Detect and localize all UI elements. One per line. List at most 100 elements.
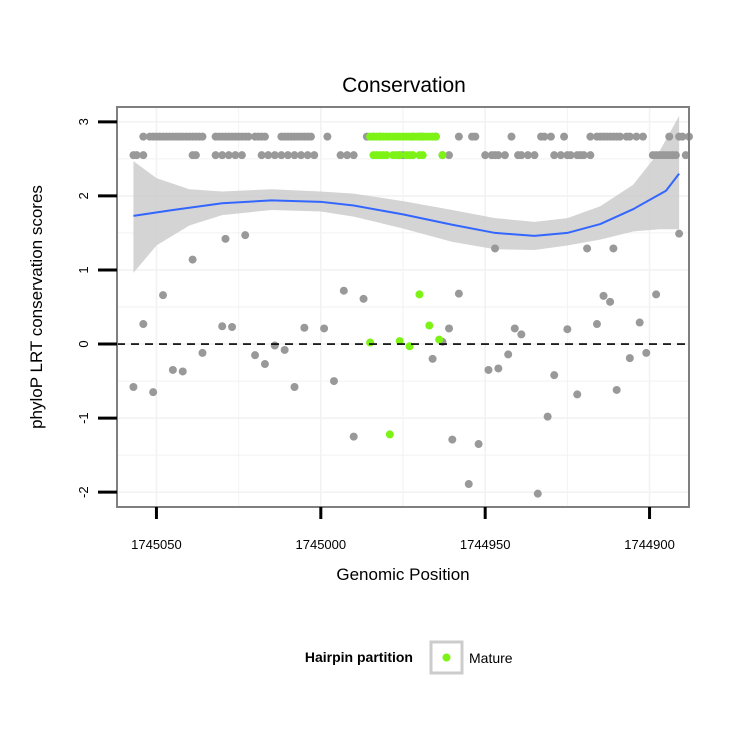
data-point [454,132,463,141]
data-point [132,151,141,160]
data-point [448,435,457,444]
data-point [507,132,516,141]
chart-title: Conservation [342,74,466,97]
data-point [599,291,608,300]
x-axis-title: Genomic Position [336,565,469,584]
data-point [652,290,661,299]
y-axis-title: phyloP LRT conservation scores [27,185,46,429]
data-point [270,151,279,160]
data-point [510,324,519,333]
data-point [280,345,289,354]
data-point [556,151,565,160]
data-point [218,151,227,160]
data-point [277,151,286,160]
data-point [530,151,539,160]
data-point [283,151,292,160]
data-point [517,151,526,160]
data-point [445,151,454,160]
mature-point [418,151,427,160]
data-point [592,320,601,329]
data-point [454,289,463,298]
data-point [638,132,647,141]
data-point [257,151,266,160]
data-point [290,383,299,391]
data-point [546,132,555,141]
data-point [241,231,250,240]
mature-points [366,132,447,439]
legend-key-mature-dot [442,653,451,662]
data-point [665,132,674,141]
y-tick-label: -2 [76,486,91,498]
data-point [445,324,454,333]
data-point [300,323,309,332]
y-tick-label: 0 [76,340,91,347]
data-point [494,364,503,373]
y-tick-label: 1 [76,266,91,273]
data-point [159,291,168,300]
data-point [550,371,559,380]
legend-title: Hairpin partition [305,649,413,665]
plot-panel-border [116,106,690,508]
data-point [264,151,273,160]
data-point [543,412,552,421]
data-point [504,350,513,359]
data-point [191,151,200,160]
data-point [349,151,358,160]
data-point [198,348,207,357]
data-point [303,151,312,160]
mature-point [435,335,444,344]
data-point [533,489,542,498]
data-point [139,151,148,160]
data-point [306,132,315,141]
data-point [339,286,348,295]
data-point [139,320,148,329]
y-tick-label: 3 [76,118,91,125]
y-tick-label: -1 [76,412,91,424]
x-tick-label: 1745000 [296,537,347,552]
data-point [671,151,680,160]
data-point [612,385,621,394]
mature-point [415,290,424,299]
data-point [474,440,483,449]
data-point [221,234,230,243]
data-point [260,360,269,369]
data-point [329,377,338,386]
data-point [517,330,526,339]
data-point [428,354,437,363]
data-point [320,324,329,333]
data-point [675,229,684,238]
data-point [149,388,158,397]
data-point [579,151,588,160]
data-point [678,132,687,141]
mature-point [366,338,375,347]
data-point [484,365,493,374]
mature-point [438,151,447,160]
data-point [260,132,269,141]
data-point [494,151,503,160]
data-point [168,365,177,374]
data-point [139,132,148,141]
data-point [359,294,368,303]
smooth-line [133,173,680,237]
legend-label-mature: Mature [469,650,513,666]
data-point [635,318,644,327]
data-point [297,151,306,160]
data-point [615,132,624,141]
data-point [336,151,345,160]
data-point [178,367,187,376]
mature-point [425,321,434,330]
data-point [343,151,352,160]
data-point [606,297,615,306]
data-point [323,132,332,141]
data-point [198,132,207,141]
y-tick-label: 2 [76,192,91,199]
data-point [228,323,237,331]
mature-point [382,151,391,160]
data-point [237,151,246,160]
data-point [224,151,233,160]
data-point [290,151,299,160]
data-point [540,132,549,141]
data-point [349,432,358,441]
data-point [464,480,473,489]
